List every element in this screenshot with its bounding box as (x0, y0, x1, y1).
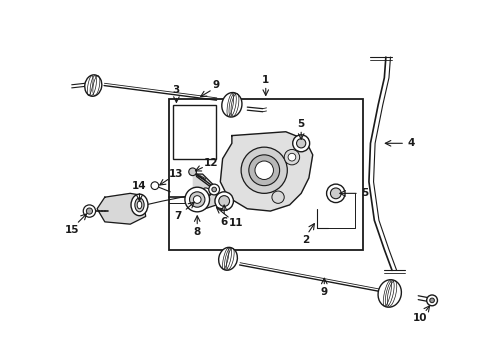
Text: 5: 5 (362, 188, 368, 198)
Circle shape (185, 187, 210, 212)
Text: 9: 9 (213, 80, 220, 90)
Bar (172, 105, 217, 159)
Text: 12: 12 (204, 158, 219, 168)
Text: 7: 7 (174, 211, 182, 221)
Ellipse shape (137, 201, 142, 209)
Circle shape (151, 182, 159, 189)
Circle shape (209, 184, 220, 195)
Circle shape (219, 195, 229, 206)
Circle shape (194, 195, 201, 203)
Circle shape (86, 208, 93, 214)
Circle shape (241, 147, 287, 193)
Circle shape (272, 191, 284, 203)
Ellipse shape (219, 247, 237, 270)
Ellipse shape (131, 194, 148, 216)
Polygon shape (97, 193, 146, 224)
Text: 5: 5 (297, 119, 305, 129)
Circle shape (201, 188, 210, 197)
Text: 3: 3 (173, 85, 180, 95)
Text: 1: 1 (262, 75, 270, 85)
Polygon shape (220, 132, 313, 211)
Circle shape (83, 205, 96, 217)
Ellipse shape (203, 126, 207, 132)
Ellipse shape (222, 93, 242, 117)
Text: 13: 13 (169, 169, 184, 179)
Circle shape (215, 192, 233, 210)
Text: 8: 8 (194, 227, 201, 237)
Circle shape (189, 168, 196, 176)
Circle shape (284, 149, 300, 165)
Ellipse shape (135, 198, 144, 212)
Text: 2: 2 (302, 235, 309, 244)
Circle shape (330, 188, 341, 199)
Circle shape (427, 295, 438, 306)
Circle shape (326, 184, 345, 203)
Circle shape (293, 135, 310, 152)
Circle shape (296, 139, 306, 148)
Ellipse shape (378, 280, 401, 307)
Text: 4: 4 (408, 138, 415, 148)
Circle shape (288, 153, 296, 161)
Text: 6: 6 (220, 217, 228, 227)
Circle shape (249, 155, 280, 186)
Text: 10: 10 (413, 313, 428, 323)
Bar (169, 99, 363, 249)
Text: 9: 9 (321, 287, 328, 297)
Circle shape (190, 192, 205, 207)
Circle shape (255, 161, 273, 180)
Ellipse shape (85, 75, 102, 96)
Text: 15: 15 (65, 225, 79, 235)
Circle shape (430, 298, 435, 303)
Text: 14: 14 (132, 181, 147, 191)
Polygon shape (194, 174, 217, 210)
Ellipse shape (201, 123, 209, 136)
Circle shape (212, 187, 217, 192)
Text: 11: 11 (228, 219, 243, 228)
